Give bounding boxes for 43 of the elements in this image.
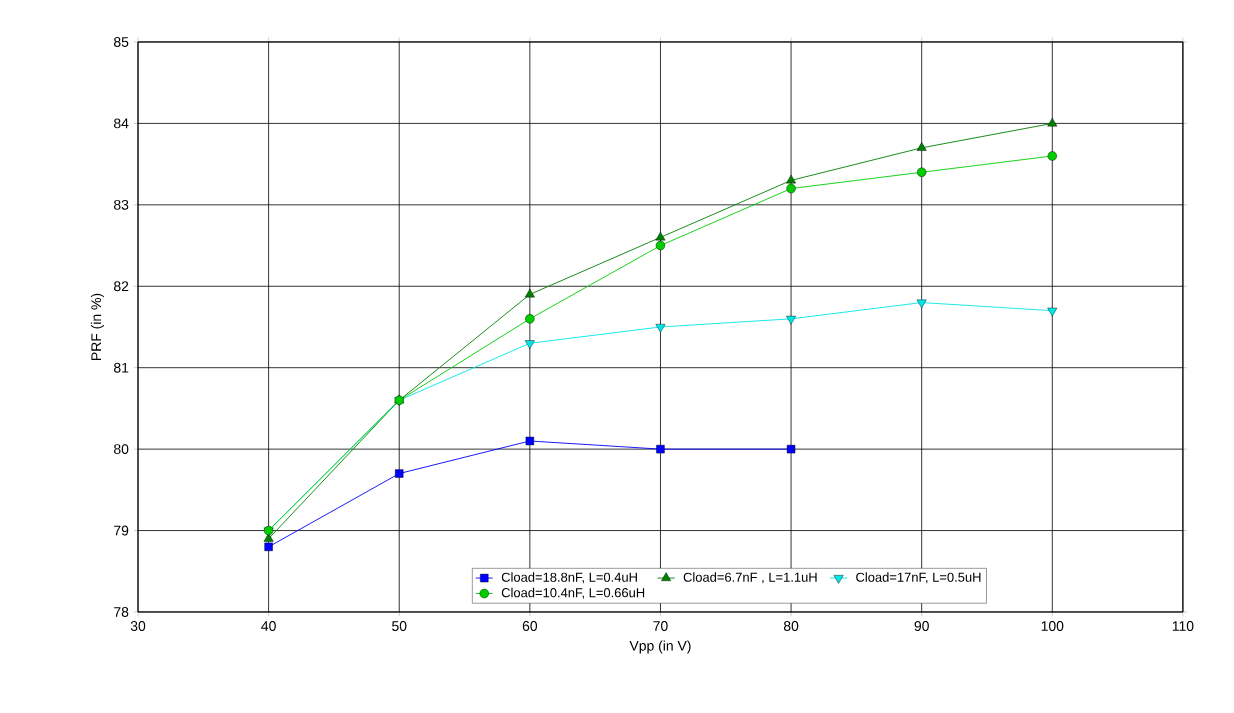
point (916, 167, 927, 177)
y-tick-label: 85 (114, 37, 129, 47)
point (786, 444, 796, 454)
point (524, 340, 535, 349)
x-tick-label: 30 (130, 621, 146, 631)
legend-label: Cload=17nF, L=0.5uH (856, 572, 981, 584)
x-tick-label: 110 (1172, 621, 1194, 631)
x-tick-label: 100 (1041, 621, 1064, 631)
x-tick-label: 60 (522, 621, 538, 631)
point (786, 315, 797, 325)
point (1047, 307, 1058, 317)
point (1047, 117, 1058, 127)
point (786, 183, 796, 194)
y-tick-label: 78 (114, 607, 129, 617)
point (656, 444, 665, 454)
legend-label: Cload=10.4nF, L=0.66uH (501, 587, 645, 599)
point (655, 240, 666, 251)
x-tick-label: 40 (261, 621, 276, 631)
point (916, 299, 927, 309)
point (786, 174, 797, 184)
point (395, 469, 404, 478)
y-tick-label: 79 (114, 525, 129, 536)
point (655, 231, 666, 241)
x-tick-label: 90 (914, 621, 929, 631)
x-tick-label: 50 (392, 621, 407, 631)
legend-label: Cload=18.8nF, L=0.4uH (501, 572, 637, 584)
legend-label: Cload=6.7nF , L=1.1uH (683, 572, 817, 584)
x-tick-label: 70 (653, 621, 668, 631)
point (525, 436, 535, 446)
point (524, 288, 535, 298)
x-axis-title: Vpp (in V) (629, 640, 691, 654)
y-tick-label: 81 (114, 362, 129, 373)
y-tick-label: 83 (114, 199, 129, 210)
point (525, 314, 535, 324)
y-tick-label: 84 (114, 118, 129, 129)
point (916, 142, 927, 151)
point (655, 324, 666, 333)
y-axis-title: PRF (in %) (90, 293, 104, 360)
x-tick-label: 80 (783, 621, 799, 631)
point (1047, 151, 1057, 161)
point (264, 542, 273, 552)
y-tick-label: 82 (114, 281, 129, 292)
y-tick-label: 80 (114, 444, 129, 455)
